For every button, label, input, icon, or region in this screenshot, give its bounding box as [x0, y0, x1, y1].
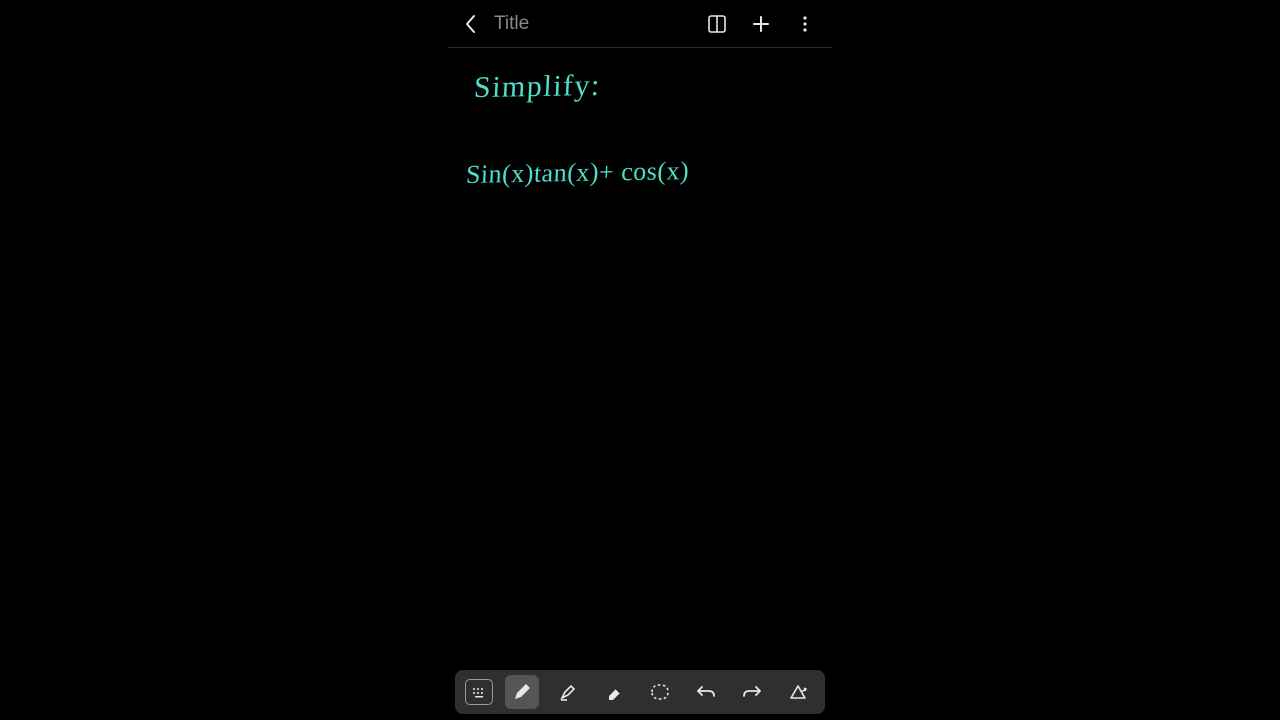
lasso-tool[interactable]: [643, 675, 677, 709]
undo-icon: [696, 683, 716, 701]
plus-icon: [751, 14, 771, 34]
pen-tool[interactable]: [505, 675, 539, 709]
handwriting-line-2: Sin(x)tan(x)+ cos(x): [465, 156, 690, 190]
redo-button[interactable]: [735, 675, 769, 709]
top-bar-actions: [706, 13, 816, 35]
more-button[interactable]: [794, 13, 816, 35]
pen-icon: [512, 682, 532, 702]
keyboard-icon: [470, 685, 488, 699]
notebook-button[interactable]: [706, 13, 728, 35]
more-vertical-icon: [802, 14, 808, 34]
bottom-toolbar: [455, 670, 825, 714]
highlighter-icon: [558, 682, 578, 702]
back-button[interactable]: [460, 13, 482, 35]
title-input[interactable]: Title: [494, 13, 698, 35]
shapes-icon: [787, 682, 809, 702]
undo-button[interactable]: [689, 675, 723, 709]
chevron-left-icon: [464, 14, 478, 34]
keyboard-tool[interactable]: [465, 679, 493, 705]
redo-icon: [742, 683, 762, 701]
phone-frame: Title: [448, 0, 832, 720]
add-button[interactable]: [750, 13, 772, 35]
drawing-canvas[interactable]: Simplify: Sin(x)tan(x)+ cos(x): [448, 48, 832, 666]
eraser-tool[interactable]: [597, 675, 631, 709]
lasso-icon: [649, 682, 671, 702]
shapes-tool[interactable]: [781, 675, 815, 709]
highlighter-tool[interactable]: [551, 675, 585, 709]
notebook-icon: [707, 14, 727, 34]
eraser-icon: [604, 682, 624, 702]
top-bar: Title: [448, 0, 832, 48]
handwriting-line-1: Simplify:: [473, 69, 602, 105]
